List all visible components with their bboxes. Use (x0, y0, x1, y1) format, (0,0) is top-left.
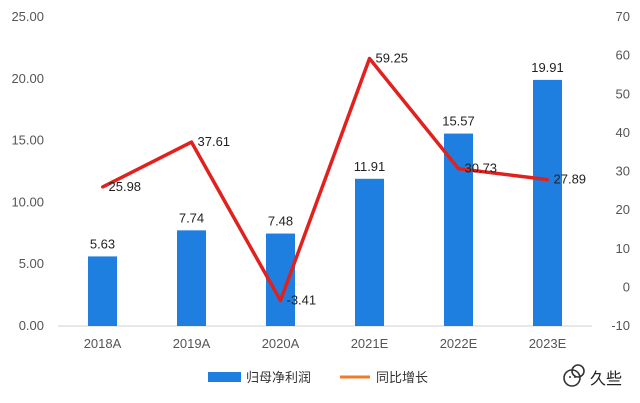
x-tick-label: 2018A (84, 336, 122, 351)
bar-data-label: 7.48 (268, 214, 293, 229)
bar (88, 256, 117, 326)
bar (177, 230, 206, 326)
y-right-tick-label: 70 (616, 9, 630, 24)
y-right-tick-label: 0 (623, 279, 630, 294)
bar-data-label: 15.57 (442, 114, 475, 129)
line-point (368, 57, 371, 61)
y-left-tick-label: 10.00 (11, 194, 44, 209)
line-data-label: 25.98 (109, 179, 142, 194)
line-point (190, 140, 193, 144)
bar (355, 178, 384, 326)
bar-data-label: 7.74 (179, 210, 204, 225)
x-tick-label: 2019A (173, 336, 211, 351)
x-tick-label: 2022E (440, 336, 478, 351)
line-data-label: -3.41 (287, 293, 317, 308)
line-data-label: 30.73 (465, 161, 498, 176)
line-data-label: 59.25 (376, 51, 409, 66)
y-left-tick-label: 25.00 (11, 9, 44, 24)
legend-line-label: 同比增长 (376, 370, 428, 385)
bar-data-label: 19.91 (531, 60, 564, 75)
x-tick-label: 2023E (529, 336, 567, 351)
growth-line (101, 56, 548, 303)
y-right-tick-label: 30 (616, 164, 630, 179)
y-right-tick-label: 60 (616, 48, 630, 63)
y-right-tick-label: 50 (616, 86, 630, 101)
line-data-label: 27.89 (554, 172, 587, 187)
y-left-tick-label: 0.00 (19, 318, 44, 333)
y-right-tick-label: 20 (616, 202, 630, 217)
bar (533, 79, 562, 326)
line-point (101, 185, 104, 189)
line-point (546, 178, 549, 182)
watermark-text: 久些 (590, 370, 622, 388)
x-tick-label: 2020A (262, 336, 300, 351)
legend-bar-label: 归母净利润 (246, 370, 311, 385)
y-left-tick-label: 5.00 (19, 256, 44, 271)
bar (444, 133, 473, 326)
line-point (457, 167, 460, 171)
wechat-icon (563, 364, 585, 387)
y-right-tick-label: 10 (616, 241, 630, 256)
y-right-tick-label: 40 (616, 125, 630, 140)
x-tick-label: 2021E (351, 336, 389, 351)
y-right-tick-label: -10 (611, 318, 630, 333)
legend-bar-swatch (208, 372, 241, 382)
line-data-label: 37.61 (198, 134, 231, 149)
line-point (279, 299, 282, 303)
bar-data-label: 5.63 (90, 236, 115, 251)
y-left-tick-label: 15.00 (11, 133, 44, 148)
y-left-tick-label: 20.00 (11, 71, 44, 86)
bar-data-label: 11.91 (354, 159, 386, 174)
